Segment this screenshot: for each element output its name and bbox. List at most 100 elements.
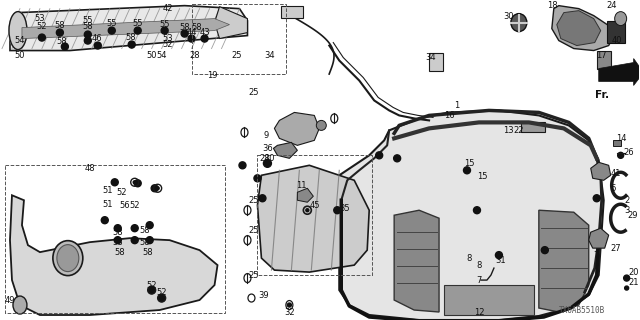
Text: 7: 7	[476, 276, 482, 284]
Text: 30: 30	[504, 12, 514, 21]
Polygon shape	[10, 6, 248, 51]
Polygon shape	[339, 110, 604, 320]
Polygon shape	[10, 195, 218, 315]
Circle shape	[146, 237, 153, 244]
Text: 34: 34	[264, 51, 275, 60]
Polygon shape	[275, 112, 319, 145]
Ellipse shape	[316, 120, 326, 130]
Circle shape	[376, 152, 383, 159]
Circle shape	[108, 27, 115, 34]
Text: 6: 6	[610, 184, 616, 193]
Text: 31: 31	[495, 256, 506, 265]
Text: 8: 8	[467, 254, 472, 263]
Circle shape	[101, 217, 108, 224]
Circle shape	[38, 34, 45, 41]
Bar	[5, 165, 225, 313]
Circle shape	[239, 162, 246, 169]
Circle shape	[259, 195, 266, 202]
Polygon shape	[22, 19, 230, 39]
Circle shape	[131, 237, 138, 244]
Text: 58: 58	[125, 33, 136, 42]
Circle shape	[56, 29, 63, 36]
Text: 51: 51	[102, 186, 113, 195]
Text: Fr.: Fr.	[595, 91, 609, 100]
Text: 12: 12	[474, 308, 484, 316]
Text: 58: 58	[83, 22, 93, 31]
Text: 58: 58	[113, 238, 123, 247]
Circle shape	[134, 27, 141, 34]
Polygon shape	[257, 165, 369, 272]
Text: 50: 50	[15, 51, 25, 60]
Text: 48: 48	[84, 164, 95, 173]
Polygon shape	[589, 228, 609, 248]
Text: 41: 41	[611, 169, 621, 178]
Circle shape	[115, 237, 121, 244]
Bar	[596, 51, 611, 68]
Text: 55: 55	[106, 19, 117, 28]
Text: 17: 17	[596, 51, 607, 60]
Polygon shape	[591, 162, 611, 180]
Ellipse shape	[13, 296, 27, 314]
Text: 56: 56	[120, 201, 130, 210]
Ellipse shape	[9, 12, 27, 50]
Text: 27: 27	[611, 244, 621, 253]
Text: 58: 58	[142, 248, 153, 257]
Ellipse shape	[511, 14, 527, 32]
Text: 43: 43	[199, 28, 210, 37]
Circle shape	[156, 187, 159, 190]
Bar	[191, 4, 286, 74]
Circle shape	[181, 30, 188, 37]
Text: 52: 52	[129, 201, 140, 210]
Bar	[429, 52, 443, 70]
Text: 25: 25	[248, 196, 259, 205]
Text: 32: 32	[284, 308, 294, 316]
Text: 58: 58	[115, 248, 125, 257]
Text: 25: 25	[248, 271, 259, 280]
Circle shape	[541, 247, 548, 254]
Circle shape	[133, 181, 136, 184]
Circle shape	[61, 43, 68, 50]
Text: 55: 55	[83, 16, 93, 25]
Text: 42: 42	[163, 4, 173, 13]
Text: 1: 1	[454, 101, 460, 110]
Bar	[282, 6, 303, 18]
Circle shape	[161, 27, 168, 34]
Text: 26: 26	[623, 148, 634, 157]
Ellipse shape	[53, 241, 83, 276]
Circle shape	[201, 35, 208, 42]
Circle shape	[128, 41, 135, 48]
Text: 2: 2	[624, 196, 629, 205]
Text: 8: 8	[476, 260, 482, 270]
Text: 44: 44	[186, 28, 197, 37]
Text: 7: 7	[593, 251, 598, 260]
Polygon shape	[298, 188, 314, 202]
Bar	[521, 123, 545, 132]
Polygon shape	[539, 210, 589, 312]
Circle shape	[474, 207, 481, 214]
Text: 54: 54	[156, 51, 167, 60]
Text: 58: 58	[179, 23, 190, 32]
Circle shape	[334, 207, 340, 214]
Circle shape	[131, 225, 138, 232]
Text: 49: 49	[4, 296, 15, 305]
Text: 45: 45	[310, 201, 321, 210]
Text: 18: 18	[547, 1, 558, 10]
Text: 39: 39	[258, 291, 269, 300]
Circle shape	[151, 185, 158, 192]
Text: 25: 25	[248, 226, 259, 235]
Text: 10: 10	[264, 154, 275, 163]
Text: 11: 11	[296, 181, 307, 190]
Circle shape	[158, 294, 165, 301]
Text: 20: 20	[628, 268, 639, 276]
Circle shape	[264, 159, 271, 167]
Text: 53: 53	[163, 34, 173, 43]
Ellipse shape	[57, 245, 79, 272]
Text: 14: 14	[616, 134, 627, 143]
Circle shape	[160, 297, 163, 300]
Text: 58: 58	[140, 226, 150, 235]
Text: 55: 55	[132, 19, 143, 28]
Circle shape	[84, 31, 92, 38]
Text: 58: 58	[113, 228, 123, 237]
Circle shape	[94, 42, 101, 49]
Text: 46: 46	[92, 34, 102, 43]
